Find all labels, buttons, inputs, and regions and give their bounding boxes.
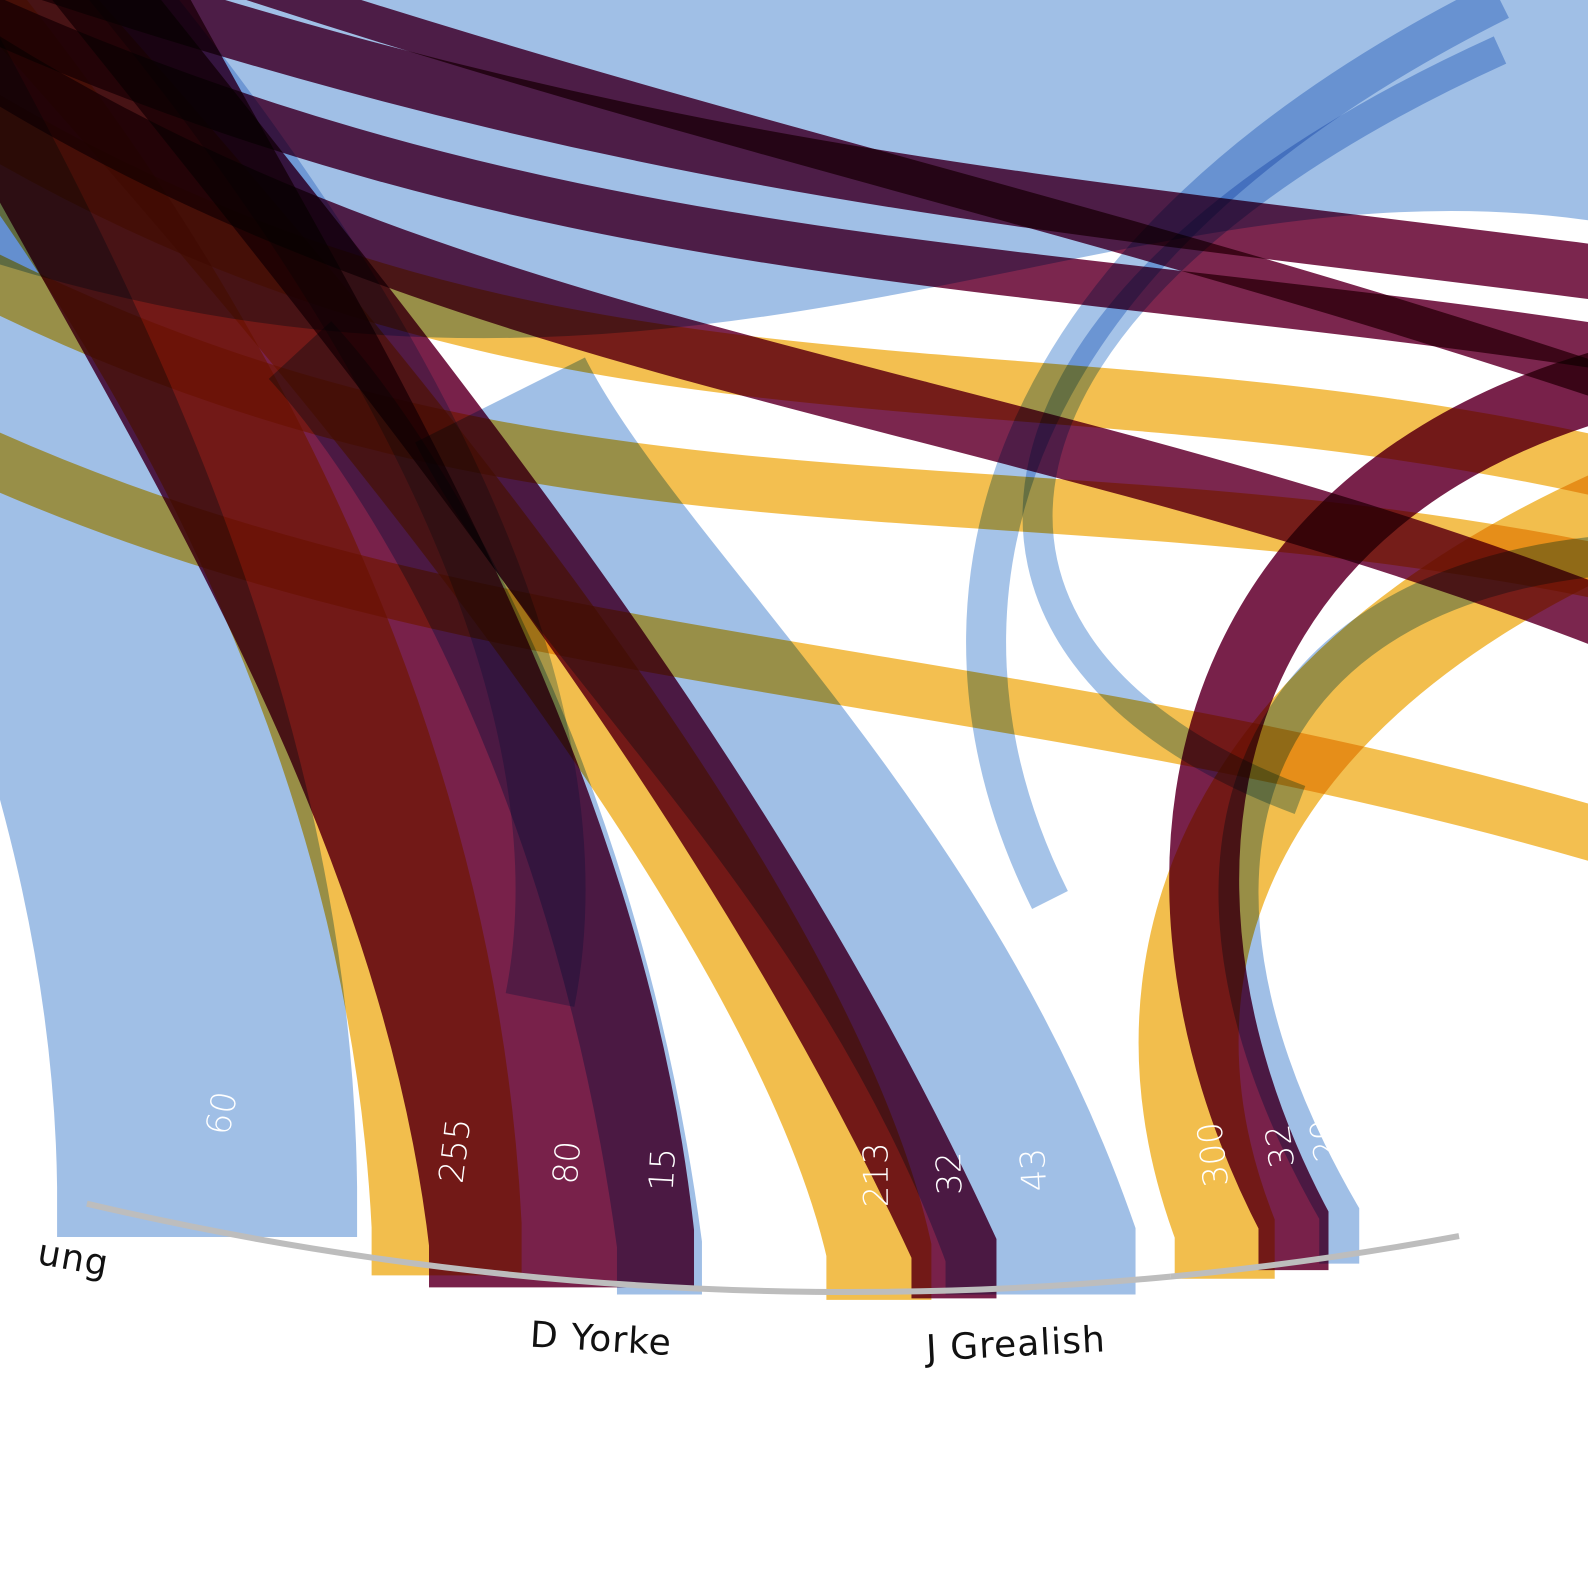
flow-value-label: 213 [856,1142,897,1207]
flow-ribbon-blue [1218,537,1588,1264]
segment-label: D Yorke [529,1315,673,1365]
segment-arc [86,1200,374,1261]
flow-value-label: 80 [546,1139,590,1186]
flow-value-label: 15 [642,1147,684,1192]
flow-ribbon-claret [1169,353,1588,1271]
flow-value-label: 300 [1190,1120,1237,1189]
segment-arc [372,1254,816,1295]
background-ribbon-9 [246,0,1588,396]
flow-value-label: 32 [1258,1122,1303,1170]
flow-value-label: 20 [1302,1115,1348,1164]
flow-value-label: 32 [929,1151,970,1196]
flow-ribbon-blue [0,38,358,1237]
flow-value-label: 255 [432,1116,480,1185]
flow-value-label: 60 [198,1088,246,1138]
segment-arc [1170,1233,1460,1280]
segment-arc [814,1273,1171,1295]
flow-value-label: 43 [1013,1147,1055,1192]
segment-label: ung [35,1232,113,1285]
flow-ribbon-blue [415,356,1136,1295]
segment-label: J Grealish [923,1319,1107,1369]
